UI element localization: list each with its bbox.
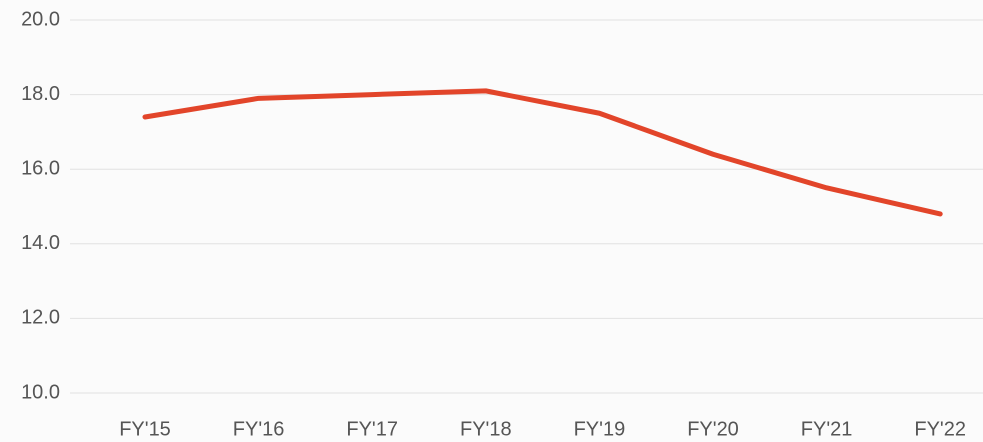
y-tick-label: 12.0	[21, 307, 60, 329]
y-tick-label: 16.0	[21, 157, 60, 179]
x-tick-label: FY'21	[801, 418, 853, 440]
x-tick-label: FY'20	[687, 418, 739, 440]
x-tick-label: FY'22	[914, 418, 966, 440]
x-tick-label: FY'17	[346, 418, 398, 440]
y-tick-label: 20.0	[21, 8, 60, 30]
y-tick-label: 18.0	[21, 83, 60, 105]
x-tick-label: FY'15	[119, 418, 171, 440]
x-tick-label: FY'19	[574, 418, 626, 440]
x-tick-label: FY'16	[233, 418, 285, 440]
y-tick-label: 10.0	[21, 381, 60, 403]
y-tick-label: 14.0	[21, 232, 60, 254]
x-tick-label: FY'18	[460, 418, 512, 440]
data-line	[142, 88, 943, 217]
